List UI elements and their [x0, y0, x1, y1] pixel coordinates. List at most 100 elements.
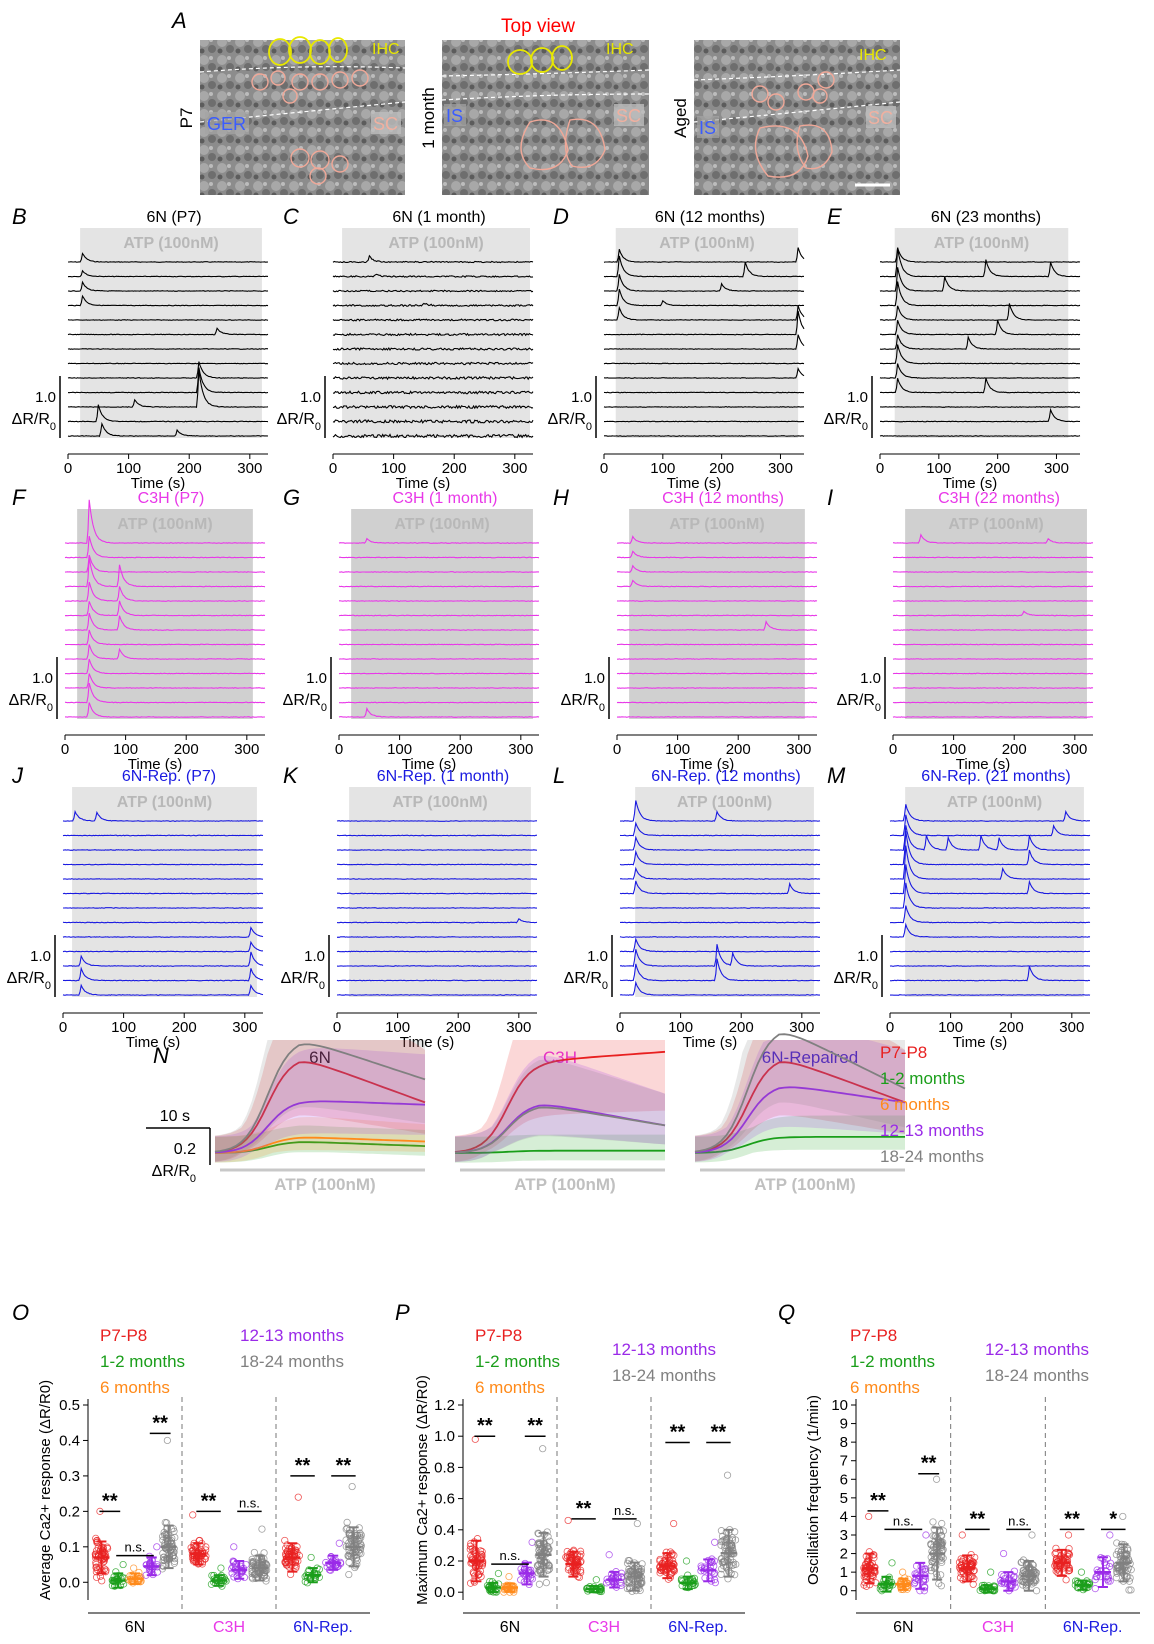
- y-tick-label: 5: [840, 1490, 848, 1507]
- data-point: [656, 1557, 664, 1565]
- trace-13: [62, 983, 264, 996]
- data-point: [1077, 1568, 1086, 1576]
- trace-12: [616, 701, 818, 704]
- panel-title: 6N-Rep. (12 months): [651, 768, 800, 785]
- x-tick-label: 0: [335, 741, 343, 758]
- x-tick-label: 100: [387, 741, 412, 758]
- panel-letter-j: J: [11, 763, 24, 788]
- trace-scale-unit: ΔR/R0: [837, 692, 881, 714]
- trace-9: [332, 375, 534, 381]
- sig-label: **: [1064, 1508, 1080, 1530]
- data-point: [638, 1560, 646, 1568]
- data-point: [971, 1553, 979, 1562]
- x-axis-label: Time (s): [128, 756, 182, 773]
- trace-2: [64, 535, 266, 559]
- data-point: [534, 1539, 542, 1547]
- sig-label: **: [336, 1455, 352, 1477]
- trace-8: [889, 905, 1091, 924]
- trace-13: [879, 435, 1081, 437]
- trace-1: [332, 254, 534, 264]
- x-tick-label: 200: [726, 741, 751, 758]
- panel-letter-n: N: [153, 1043, 169, 1068]
- y-tick-label: 0.2: [59, 1503, 80, 1520]
- group-label: C3H: [588, 1619, 620, 1636]
- avg-band: [695, 1115, 905, 1163]
- x-axis-label: Time (s): [680, 756, 734, 773]
- trace-12: [336, 979, 538, 982]
- trace-10: [338, 672, 540, 675]
- trace-11: [339, 687, 540, 689]
- trace-scale-unit: ΔR/R0: [548, 411, 592, 433]
- data-point: [92, 1563, 100, 1572]
- trace-8: [64, 629, 266, 646]
- y-tick-label: 1.2: [434, 1397, 455, 1414]
- trace-8: [616, 643, 818, 646]
- data-point: [249, 1557, 257, 1566]
- legend-entry: 6 months: [100, 1378, 170, 1397]
- y-tick-label: 3: [840, 1527, 848, 1544]
- sig-label: **: [711, 1421, 727, 1443]
- data-point: [119, 1560, 127, 1569]
- data-point: [927, 1567, 935, 1575]
- data-point: [864, 1562, 872, 1571]
- trace-7: [616, 619, 817, 631]
- scale-value: 1.0: [306, 670, 327, 687]
- sig-label: n.s.: [125, 1540, 146, 1555]
- row-label-p7: P7: [177, 108, 196, 129]
- trace-4: [338, 585, 540, 588]
- data-point: [104, 1544, 112, 1553]
- stimulus-label: ATP (100nM): [274, 1175, 375, 1194]
- data-point: [988, 1586, 997, 1595]
- avg-band: [215, 1048, 425, 1163]
- data-point: [153, 1568, 162, 1576]
- data-point: [102, 1568, 110, 1576]
- trace-3: [616, 564, 817, 573]
- sig-label: **: [102, 1490, 118, 1512]
- x-axis-label: Time (s): [402, 756, 456, 773]
- trace-9: [62, 926, 264, 938]
- trace-1: [68, 252, 269, 263]
- scale-value: 1.0: [584, 670, 605, 687]
- trace-11: [62, 951, 264, 967]
- trace-13: [604, 435, 805, 437]
- data-point: [348, 1482, 356, 1491]
- sig-label: **: [670, 1421, 686, 1443]
- trace-5: [336, 878, 537, 880]
- x-tick-label: 300: [1059, 1019, 1084, 1036]
- data-point: [171, 1533, 179, 1542]
- trace-9: [617, 658, 818, 660]
- panel-letter-q: Q: [778, 1300, 795, 1325]
- group-label: 6N-Rep.: [1063, 1619, 1123, 1636]
- panel-letter-f: F: [12, 485, 27, 510]
- data-point: [1052, 1544, 1060, 1552]
- trace-scale-unit: ΔR/R0: [281, 970, 325, 992]
- y-tick-label: 0.5: [59, 1397, 80, 1414]
- stimulus-shading: [349, 787, 531, 997]
- stimulus-label: ATP (100nM): [934, 235, 1029, 252]
- sig-label: **: [152, 1412, 168, 1434]
- data-point: [163, 1436, 171, 1445]
- panel-title: 6N (23 months): [931, 209, 1041, 226]
- trace-9: [67, 361, 269, 379]
- data-point: [711, 1579, 719, 1587]
- stimulus-shading: [635, 787, 814, 997]
- stimulus-shading: [615, 228, 799, 438]
- x-tick-label: 0: [61, 741, 69, 758]
- trace-10: [619, 937, 820, 953]
- trace-scale-unit: ΔR/R0: [9, 692, 53, 714]
- trace-4: [332, 302, 534, 308]
- data-point: [1065, 1551, 1074, 1559]
- data-point: [592, 1576, 600, 1584]
- trace-12: [332, 418, 534, 424]
- trace-3: [604, 274, 805, 292]
- sig-label: **: [201, 1490, 217, 1512]
- data-point: [163, 1535, 171, 1543]
- trace-8: [879, 344, 1080, 365]
- x-tick-label: 300: [508, 741, 533, 758]
- panel-title: 6N-Rep. (P7): [122, 768, 216, 785]
- data-point: [584, 1587, 592, 1595]
- y-axis-label: Average Ca2+ response (ΔR/R0): [37, 1380, 54, 1600]
- avg-line: [214, 1100, 426, 1154]
- trace-2: [619, 821, 821, 837]
- trace-panel-d: D 6N (12 months) ATP (100nM) 0 100 200 300 Time…: [548, 204, 805, 492]
